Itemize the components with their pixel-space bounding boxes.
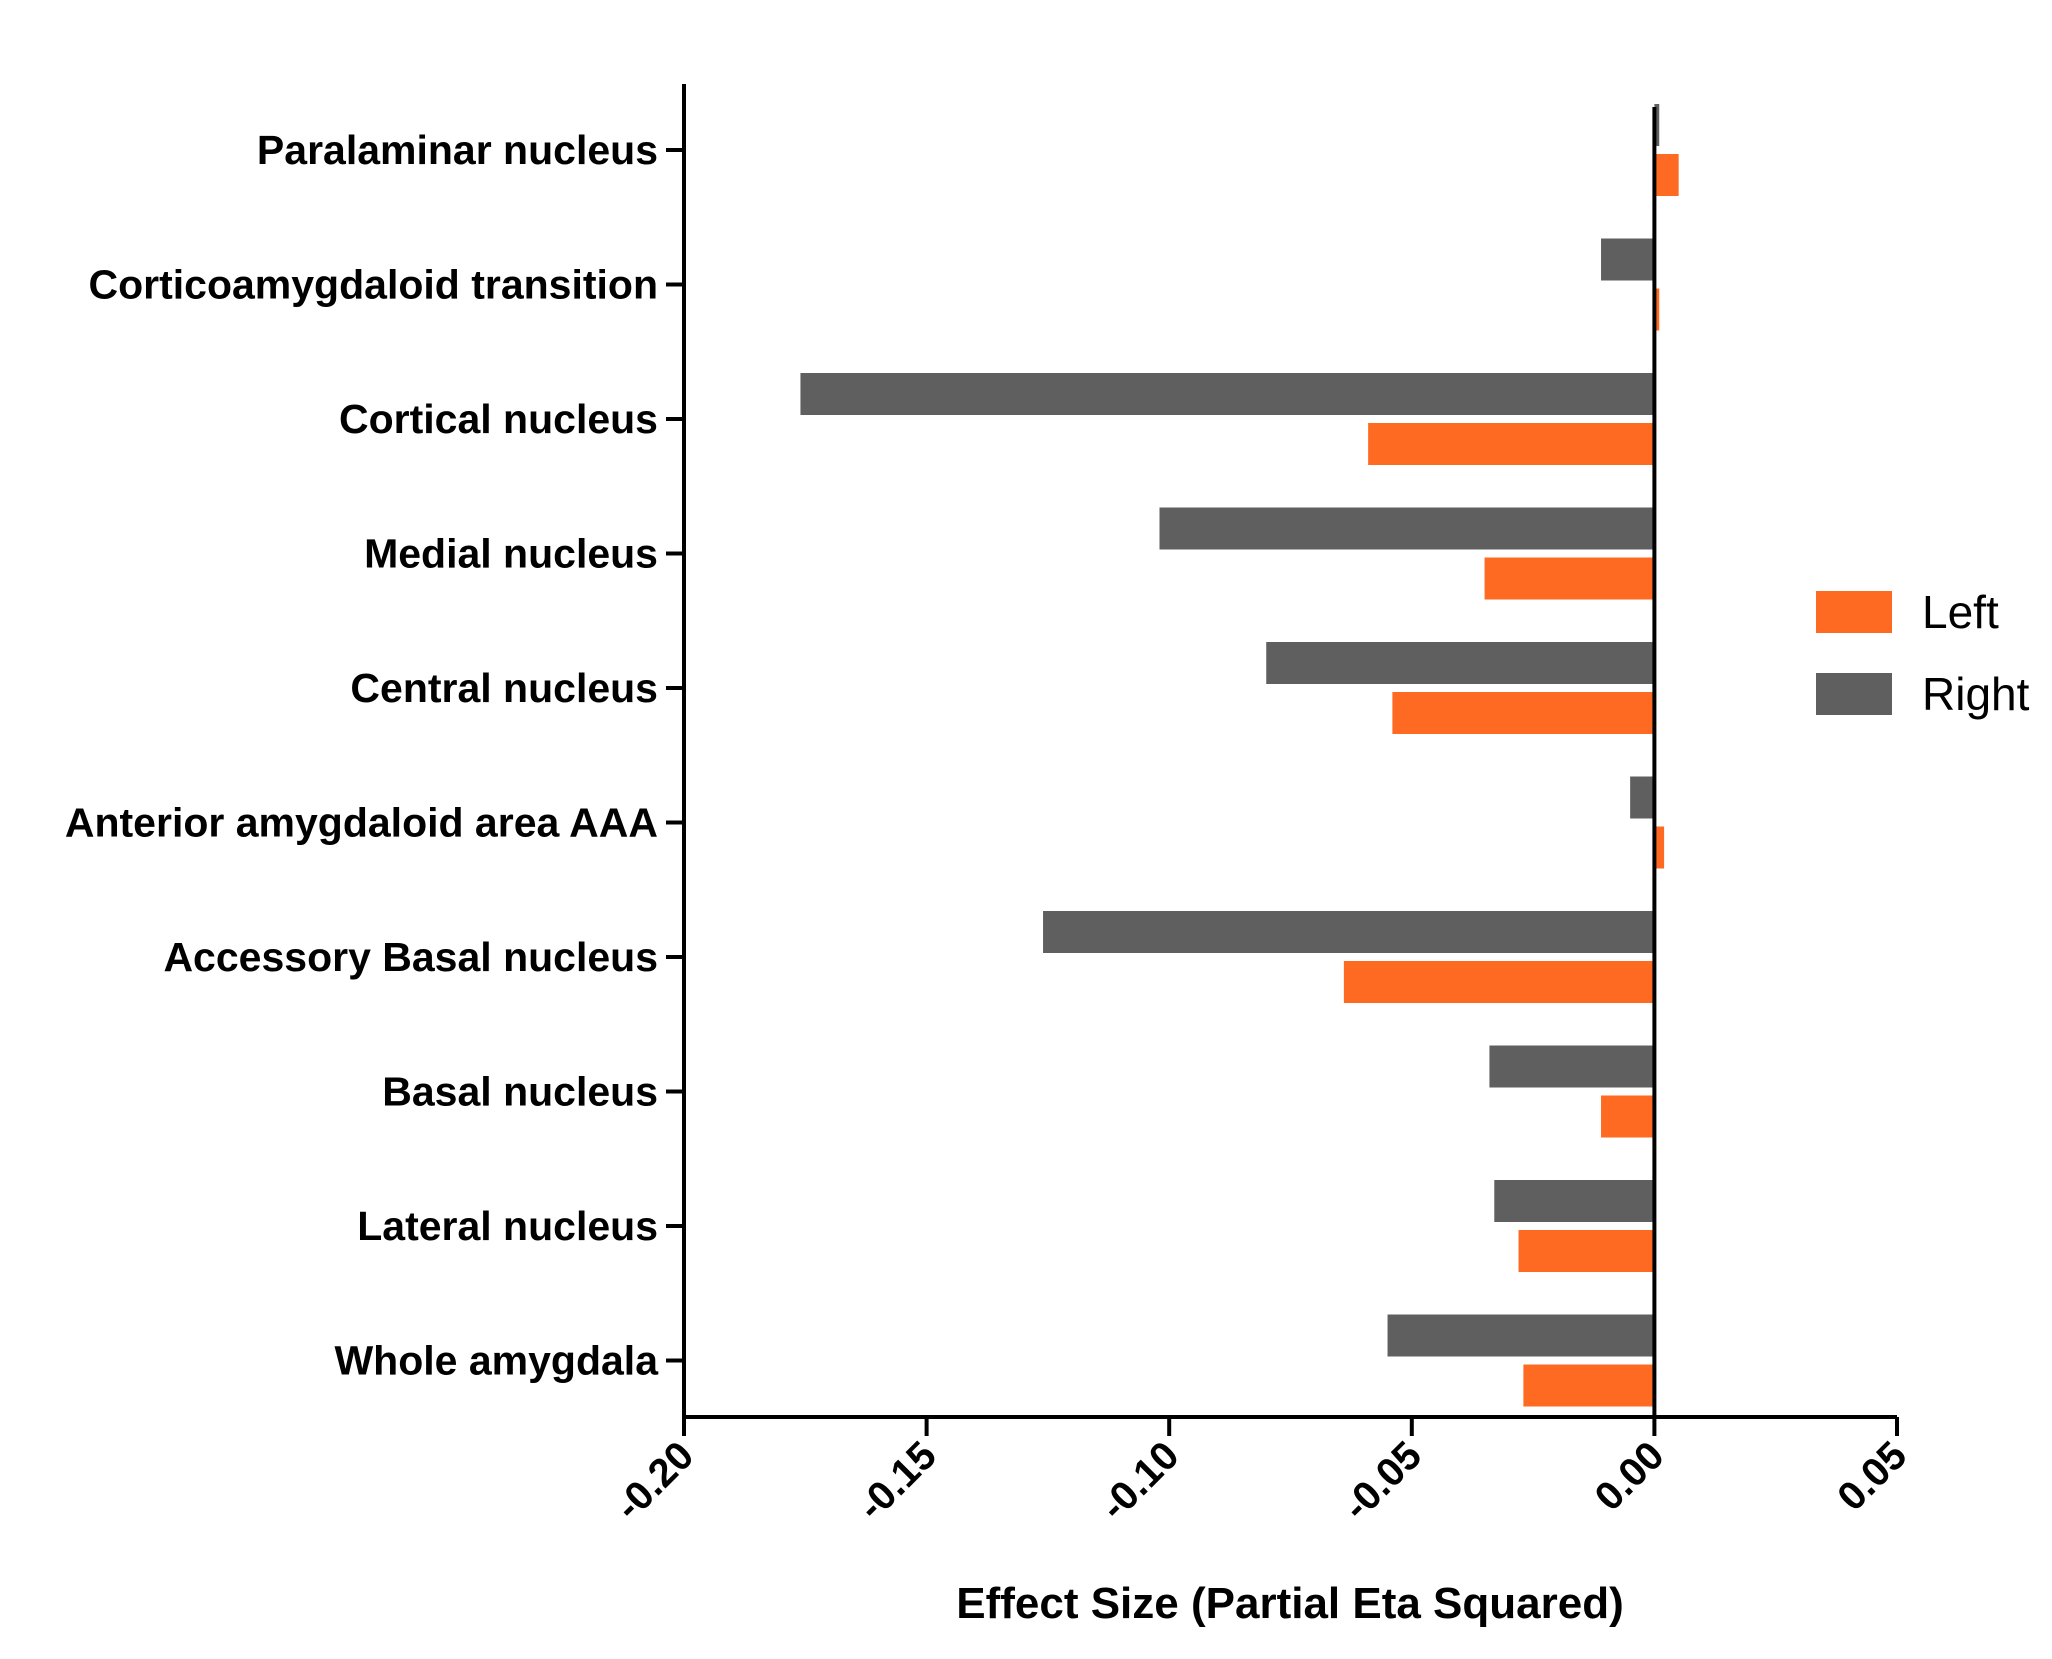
bar-left-accessory-basal-nucleus bbox=[1343, 961, 1655, 1003]
bar-right-central-nucleus bbox=[1266, 642, 1655, 684]
bar-left-corticoamygdaloid-transition bbox=[1654, 288, 1660, 331]
x-tick-label: -0.10 bbox=[1092, 1433, 1188, 1529]
legend-label-right: Right bbox=[1922, 668, 2030, 720]
category-label-whole-amygdala: Whole amygdala bbox=[334, 1338, 659, 1384]
x-tick-label: -0.05 bbox=[1335, 1433, 1431, 1529]
x-tick-label: -0.20 bbox=[607, 1433, 703, 1529]
bar-right-anterior-amygdaloid-area-aaa bbox=[1630, 776, 1655, 819]
legend: Left Right bbox=[1816, 586, 2030, 720]
legend-swatch-left bbox=[1816, 591, 1892, 633]
category-label-lateral-nucleus: Lateral nucleus bbox=[357, 1203, 658, 1249]
y-ticks: Paralaminar nucleus Corticoamygdaloid tra… bbox=[65, 127, 684, 1384]
bar-right-cortical-nucleus bbox=[800, 373, 1655, 415]
bar-right-corticoamygdaloid-transition bbox=[1601, 238, 1655, 281]
category-label-corticoamygdaloid-transition: Corticoamygdaloid transition bbox=[89, 262, 659, 308]
category-label-anterior-amygdaloid-area-aaa: Anterior amygdaloid area AAA bbox=[65, 800, 658, 846]
bar-left-cortical-nucleus bbox=[1368, 423, 1655, 465]
x-axis-title: Effect Size (Partial Eta Squared) bbox=[956, 1579, 1624, 1628]
bar-right-medial-nucleus bbox=[1159, 507, 1655, 550]
bar-left-paralaminar-nucleus bbox=[1654, 154, 1679, 196]
category-label-cortical-nucleus: Cortical nucleus bbox=[339, 396, 658, 442]
bar-right-basal-nucleus bbox=[1489, 1045, 1655, 1088]
legend-swatch-right bbox=[1816, 673, 1892, 715]
x-tick-label: -0.15 bbox=[849, 1433, 945, 1529]
legend-label-left: Left bbox=[1922, 586, 1999, 638]
bar-right-lateral-nucleus bbox=[1494, 1180, 1655, 1222]
bar-left-central-nucleus bbox=[1392, 692, 1655, 734]
category-label-paralaminar-nucleus: Paralaminar nucleus bbox=[257, 127, 658, 173]
category-label-basal-nucleus: Basal nucleus bbox=[382, 1069, 658, 1115]
bar-left-lateral-nucleus bbox=[1518, 1230, 1655, 1272]
bar-right-whole-amygdala bbox=[1387, 1314, 1655, 1357]
bar-left-medial-nucleus bbox=[1484, 557, 1655, 600]
bar-right-paralaminar-nucleus bbox=[1654, 104, 1660, 146]
bar-left-basal-nucleus bbox=[1601, 1095, 1655, 1138]
bar-left-whole-amygdala bbox=[1523, 1364, 1655, 1407]
category-label-accessory-basal-nucleus: Accessory Basal nucleus bbox=[163, 934, 658, 980]
x-ticks: -0.20 -0.15 -0.10 -0.05 0.00 0.05 bbox=[607, 1417, 1915, 1529]
x-tick-label: 0.00 bbox=[1587, 1433, 1673, 1519]
bar-right-accessory-basal-nucleus bbox=[1043, 911, 1655, 953]
bar-left-anterior-amygdaloid-area-aaa bbox=[1654, 826, 1665, 869]
bars-layer bbox=[800, 104, 1679, 1407]
x-tick-label: 0.05 bbox=[1829, 1433, 1915, 1519]
category-label-central-nucleus: Central nucleus bbox=[350, 665, 658, 711]
category-label-medial-nucleus: Medial nucleus bbox=[364, 531, 658, 577]
